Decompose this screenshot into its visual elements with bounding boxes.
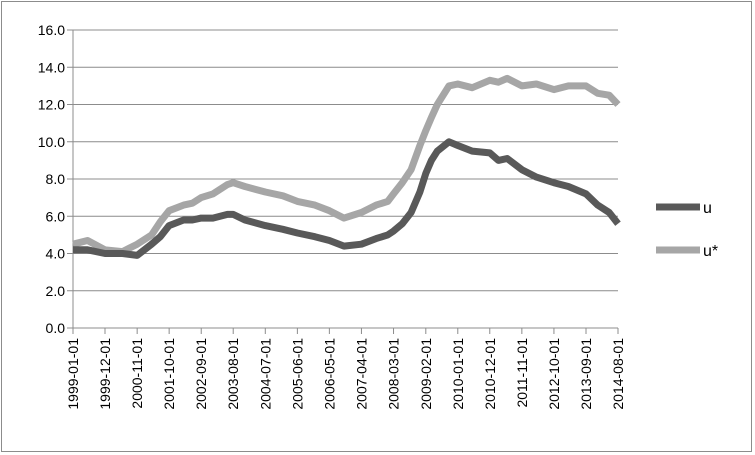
y-tick-label: 10.0 xyxy=(38,134,65,150)
series-line-u-star xyxy=(72,74,621,256)
x-tick-label: 1999-12-01 xyxy=(97,338,113,410)
y-tick-label: 8.0 xyxy=(46,171,66,187)
y-tick-label: 14.0 xyxy=(38,59,65,75)
x-tick-label: 2005-06-01 xyxy=(289,338,305,410)
x-tick-label: 2000-11-01 xyxy=(129,338,145,409)
x-tick-label: 2011-11-01 xyxy=(514,338,530,408)
series-lines xyxy=(72,74,621,259)
x-tick-label: 2012-10-01 xyxy=(546,338,562,410)
x-tick-label: 2010-01-01 xyxy=(450,338,466,410)
x-tick-label: 2008-03-01 xyxy=(386,338,402,410)
x-tick-label: 2003-08-01 xyxy=(225,338,241,410)
y-tick-label: 4.0 xyxy=(46,246,66,262)
x-tick-label: 2014-08-01 xyxy=(610,338,626,410)
legend-label-u-star: u* xyxy=(703,243,718,260)
y-tick-label: 16.0 xyxy=(38,22,65,38)
y-tick-label: 2.0 xyxy=(46,283,66,299)
x-tick-label: 2007-04-01 xyxy=(353,338,369,410)
x-tick-label: 2009-02-01 xyxy=(418,338,434,410)
y-tick-label: 12.0 xyxy=(38,97,65,113)
series-line-u xyxy=(73,138,621,259)
y-tick-label: 6.0 xyxy=(46,208,66,224)
legend-label-u: u xyxy=(703,200,712,217)
y-tick-label: 0.0 xyxy=(46,320,66,336)
x-axis-ticks: 1999-01-01 1999-12-01 2000-11-01 2001-10-01… xyxy=(65,328,626,410)
x-tick-label: 2004-07-01 xyxy=(257,338,273,410)
y-axis-ticks: 0.0 2.0 4.0 6.0 8.0 10.0 12.0 14.0 16.0 xyxy=(38,22,73,336)
x-tick-label: 2002-09-01 xyxy=(193,338,209,410)
x-tick-label: 2013-09-01 xyxy=(578,338,594,410)
legend: u u* xyxy=(656,200,718,260)
x-tick-label: 2006-05-01 xyxy=(321,338,337,410)
x-tick-label: 1999-01-01 xyxy=(65,338,81,410)
x-tick-label: 2001-10-01 xyxy=(161,338,177,410)
x-tick-label: 2010-12-01 xyxy=(482,338,498,410)
